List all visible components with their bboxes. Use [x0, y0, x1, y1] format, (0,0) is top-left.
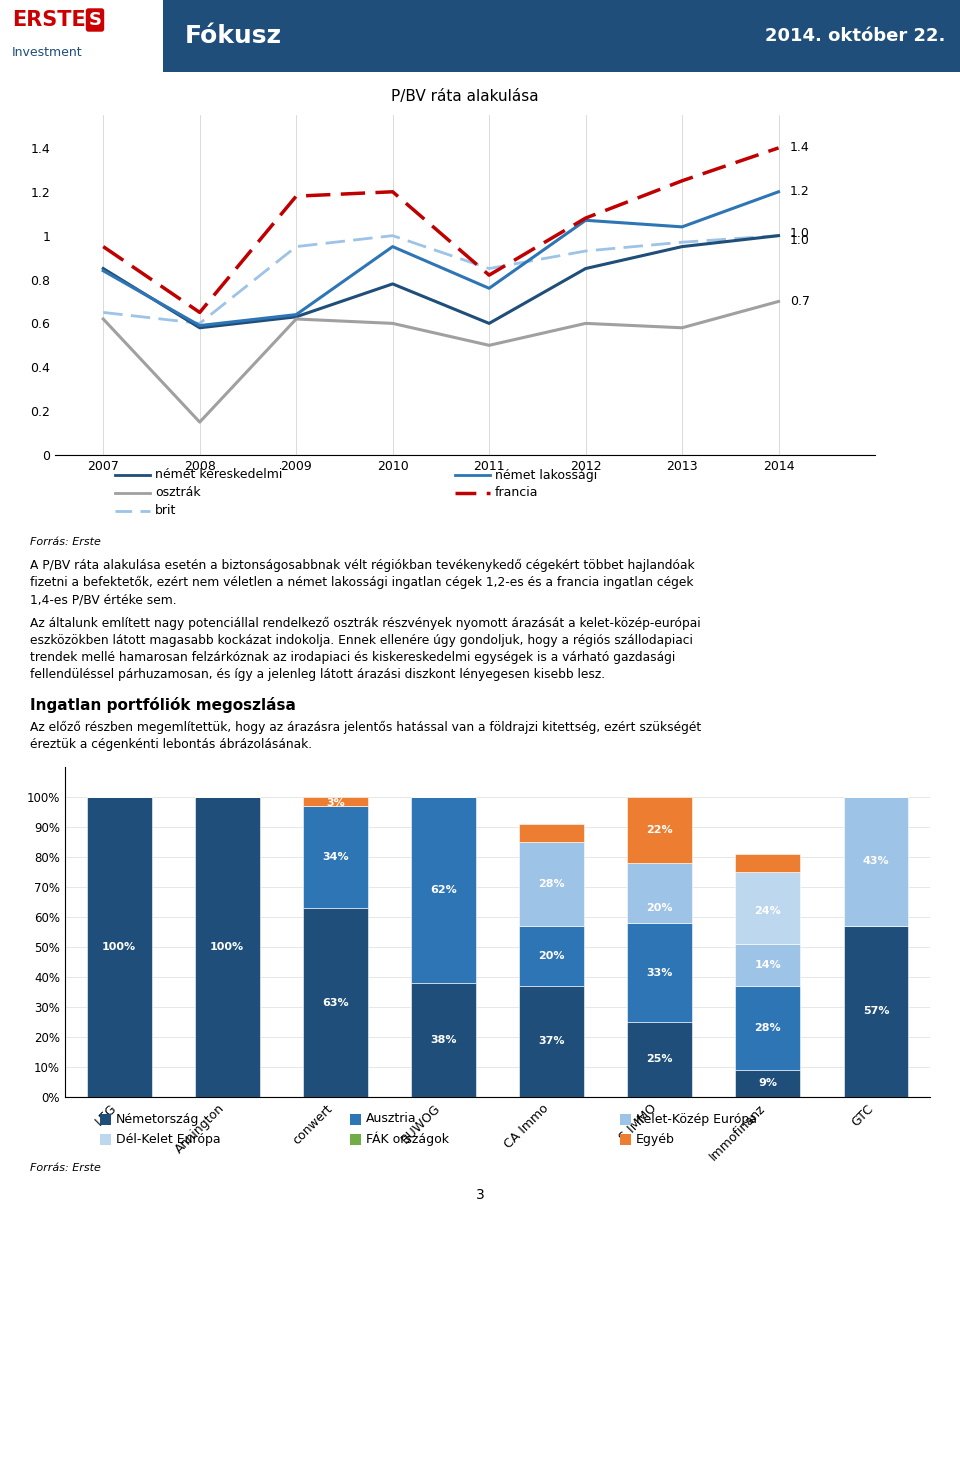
Bar [302, 797, 368, 806]
Bar [163, 0, 960, 72]
Text: 1.0: 1.0 [790, 233, 810, 246]
Bar [195, 797, 259, 1097]
Text: osztrák: osztrák [155, 486, 201, 500]
Text: 6%: 6% [758, 801, 778, 812]
Bar [350, 1134, 361, 1144]
Text: Az általunk említett nagy potenciállal rendelkező osztrák részvények nyomott ára: Az általunk említett nagy potenciállal r… [30, 617, 701, 681]
Bar [620, 1113, 631, 1125]
Text: 1.4: 1.4 [790, 142, 810, 154]
Text: Dél-Kelet Európa: Dél-Kelet Európa [116, 1132, 221, 1146]
Text: 1.2: 1.2 [790, 185, 810, 198]
Text: 28%: 28% [755, 1023, 781, 1033]
Bar [100, 1113, 111, 1125]
Bar [735, 872, 801, 943]
Bar [302, 908, 368, 1097]
Text: 0.7: 0.7 [790, 294, 810, 308]
Text: 43%: 43% [863, 857, 889, 866]
Text: Ausztria: Ausztria [366, 1112, 417, 1125]
Text: 38%: 38% [430, 1034, 457, 1045]
Text: 62%: 62% [430, 885, 457, 895]
Text: ERSTE: ERSTE [12, 10, 85, 29]
Bar [302, 806, 368, 908]
Bar [519, 926, 584, 986]
Text: S: S [88, 12, 102, 29]
Text: Forrás: Erste: Forrás: Erste [30, 538, 101, 546]
Text: 28%: 28% [539, 879, 564, 889]
Bar [735, 943, 801, 986]
Text: 3: 3 [475, 1188, 485, 1201]
Text: 100%: 100% [102, 942, 136, 952]
Text: 100%: 100% [210, 942, 244, 952]
Text: 20%: 20% [646, 902, 673, 913]
Text: német lakossági: német lakossági [495, 469, 597, 482]
Text: 1.0: 1.0 [790, 227, 810, 240]
Bar [620, 1134, 631, 1144]
Text: brit: brit [155, 504, 177, 517]
Text: 63%: 63% [322, 998, 348, 1008]
Bar [627, 863, 692, 923]
Bar [411, 983, 476, 1097]
Text: francia: francia [495, 486, 539, 500]
Text: Németország: Németország [116, 1112, 200, 1125]
Bar [86, 797, 152, 1097]
Text: Egyéb: Egyéb [636, 1132, 675, 1146]
Text: 6%: 6% [542, 810, 561, 820]
Bar [627, 1023, 692, 1097]
Text: 24%: 24% [755, 905, 781, 916]
Bar [100, 1134, 111, 1144]
Text: A P/BV ráta alakulása esetén a biztonságosabbnak vélt régiókban tevékenykedő cég: A P/BV ráta alakulása esetén a biztonság… [30, 560, 695, 607]
Bar [735, 986, 801, 1069]
Bar [627, 923, 692, 1023]
Text: Ingatlan portfóliók megoszlása: Ingatlan portfóliók megoszlása [30, 697, 296, 713]
Bar [519, 823, 584, 842]
Bar [844, 797, 908, 926]
Bar [735, 1069, 801, 1097]
Title: P/BV ráta alakulása: P/BV ráta alakulása [391, 89, 539, 104]
Text: 57%: 57% [863, 1006, 889, 1017]
Bar [735, 854, 801, 872]
Text: Forrás: Erste: Forrás: Erste [30, 1163, 101, 1173]
Text: 34%: 34% [322, 853, 348, 861]
Text: Fókusz: Fókusz [185, 23, 282, 48]
Bar [519, 986, 584, 1097]
Text: 25%: 25% [646, 1055, 673, 1065]
Text: 9%: 9% [758, 1078, 778, 1088]
Text: FÁK országok: FÁK országok [366, 1132, 449, 1146]
Bar [627, 797, 692, 863]
Text: német kereskedelmi: német kereskedelmi [155, 469, 282, 482]
Text: 37%: 37% [539, 1037, 564, 1046]
Text: Investment: Investment [12, 45, 83, 59]
Text: 20%: 20% [539, 951, 564, 961]
Bar [350, 1113, 361, 1125]
Bar [411, 797, 476, 983]
Text: 22%: 22% [646, 825, 673, 835]
Text: Kelet-Közép Európa: Kelet-Közép Európa [636, 1112, 757, 1125]
Bar [844, 926, 908, 1097]
Text: 2014. október 22.: 2014. október 22. [764, 26, 945, 45]
Text: 3%: 3% [326, 798, 345, 809]
Text: 33%: 33% [646, 967, 673, 977]
Bar [519, 842, 584, 926]
Text: 14%: 14% [755, 960, 781, 970]
Text: Az előző részben megemlítettük, hogy az árazásra jelentős hatással van a földraj: Az előző részben megemlítettük, hogy az … [30, 721, 701, 752]
